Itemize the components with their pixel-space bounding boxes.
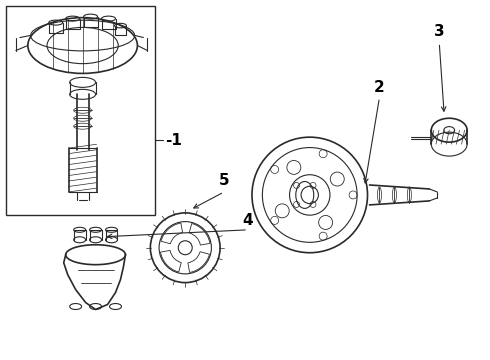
Text: 3: 3 <box>434 23 444 39</box>
Text: 2: 2 <box>374 80 385 95</box>
Bar <box>6 6 155 215</box>
Text: 5: 5 <box>219 173 229 188</box>
Text: -1: -1 <box>165 132 182 148</box>
Text: 4: 4 <box>243 213 253 228</box>
